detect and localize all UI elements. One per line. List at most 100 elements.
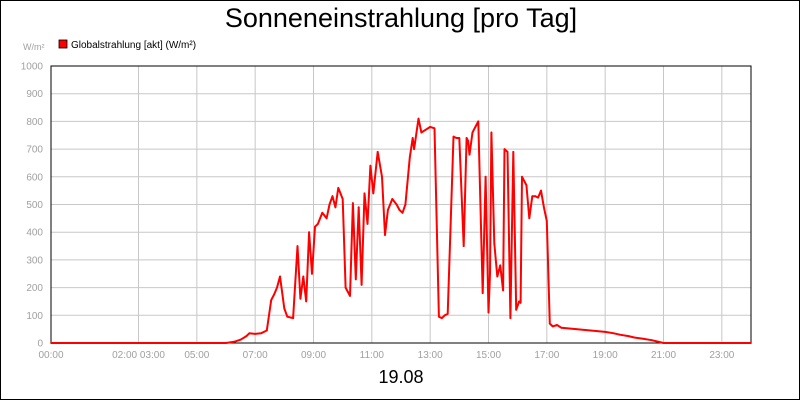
legend-label: Globalstrahlung [akt] (W/m²)	[71, 40, 196, 51]
x-tick-label: 17:00	[534, 350, 559, 361]
legend[interactable]: Globalstrahlung [akt] (W/m²)	[58, 39, 196, 51]
y-tick-label: 900	[26, 89, 43, 100]
data-point	[489, 272, 491, 275]
data-point	[424, 128, 427, 131]
data-point	[360, 283, 363, 286]
data-point	[452, 135, 455, 138]
series-line-globalstrahlung	[51, 117, 751, 344]
data-point	[321, 211, 324, 214]
data-point	[420, 131, 423, 134]
data-point	[512, 151, 515, 153]
y-tick-label: 400	[26, 228, 43, 239]
data-point	[468, 153, 471, 156]
data-point	[656, 340, 659, 343]
data-point	[317, 223, 319, 225]
data-point	[279, 275, 281, 278]
data-point	[398, 209, 401, 211]
data-point	[493, 242, 496, 245]
data-point	[438, 315, 440, 318]
data-point	[548, 322, 551, 325]
y-tick-label: 800	[26, 117, 43, 128]
data-point	[509, 317, 512, 319]
data-point	[575, 328, 577, 330]
data-point	[750, 342, 752, 344]
data-point	[560, 326, 563, 329]
data-point	[352, 202, 354, 205]
data-point	[341, 198, 344, 200]
x-axis-ticks: 00:00 02:00 03:00 05:00 07:00 09:00 11:00 13:0…	[38, 350, 734, 361]
data-point	[286, 315, 289, 318]
data-point	[440, 317, 443, 319]
data-point	[465, 137, 468, 139]
data-point	[534, 195, 537, 198]
data-point	[369, 164, 372, 167]
data-point	[344, 286, 347, 289]
data-point	[308, 231, 310, 234]
data-point	[589, 329, 592, 332]
data-point	[556, 324, 558, 326]
data-point	[540, 189, 542, 192]
y-tick-label: 100	[26, 311, 43, 322]
data-point	[490, 131, 493, 134]
data-point	[265, 329, 268, 332]
data-point	[484, 175, 487, 178]
data-point	[467, 139, 469, 142]
data-point	[248, 332, 251, 335]
data-point	[50, 342, 52, 344]
data-point	[545, 220, 548, 223]
data-point	[496, 275, 499, 278]
y-axis-ticks: 0 100 200 300 400 500 600 700 800 900 1000	[21, 62, 44, 350]
data-point	[506, 151, 509, 153]
data-point	[354, 278, 357, 281]
x-tick-label: 07:00	[243, 350, 268, 361]
data-point	[443, 314, 446, 317]
data-point	[391, 198, 394, 200]
data-point	[642, 337, 644, 340]
x-tick-label: 15:00	[476, 350, 501, 361]
data-point	[328, 203, 331, 206]
data-point	[283, 307, 286, 310]
x-tick-label: 05:00	[184, 350, 209, 361]
data-point	[650, 339, 653, 342]
y-tick-label: 1000	[21, 62, 44, 73]
data-point	[633, 336, 636, 339]
data-point	[245, 335, 248, 337]
y-tick-label: 200	[26, 283, 43, 294]
data-point	[499, 264, 502, 267]
data-point	[331, 195, 334, 198]
data-point	[515, 308, 518, 311]
data-point	[302, 275, 305, 278]
data-point	[613, 332, 615, 335]
data-point	[458, 137, 461, 139]
data-point	[299, 297, 302, 300]
data-point	[618, 333, 621, 336]
grid-layer	[50, 65, 751, 344]
data-point	[325, 217, 328, 220]
x-tick-label: 19:00	[593, 350, 618, 361]
x-tick-label: 09:00	[301, 350, 326, 361]
data-point	[487, 311, 490, 314]
data-point	[543, 206, 545, 209]
x-tick-label: 21:00	[651, 350, 676, 361]
data-point	[471, 131, 474, 134]
data-point	[662, 342, 665, 344]
data-point	[521, 175, 523, 178]
data-point	[305, 300, 308, 303]
data-point	[384, 234, 386, 236]
x-tick-label: 00:00	[38, 350, 63, 361]
data-point	[395, 203, 398, 206]
data-point	[311, 272, 313, 275]
data-point	[349, 295, 351, 297]
x-tick-label: 11:00	[360, 350, 385, 361]
date-label: 19.08	[378, 367, 424, 387]
data-point	[276, 286, 278, 289]
data-point	[537, 196, 539, 199]
data-point	[528, 217, 531, 220]
legend-swatch	[58, 39, 68, 49]
data-point	[254, 333, 257, 335]
data-point	[477, 120, 480, 123]
data-point	[481, 292, 484, 294]
data-point	[531, 195, 534, 198]
